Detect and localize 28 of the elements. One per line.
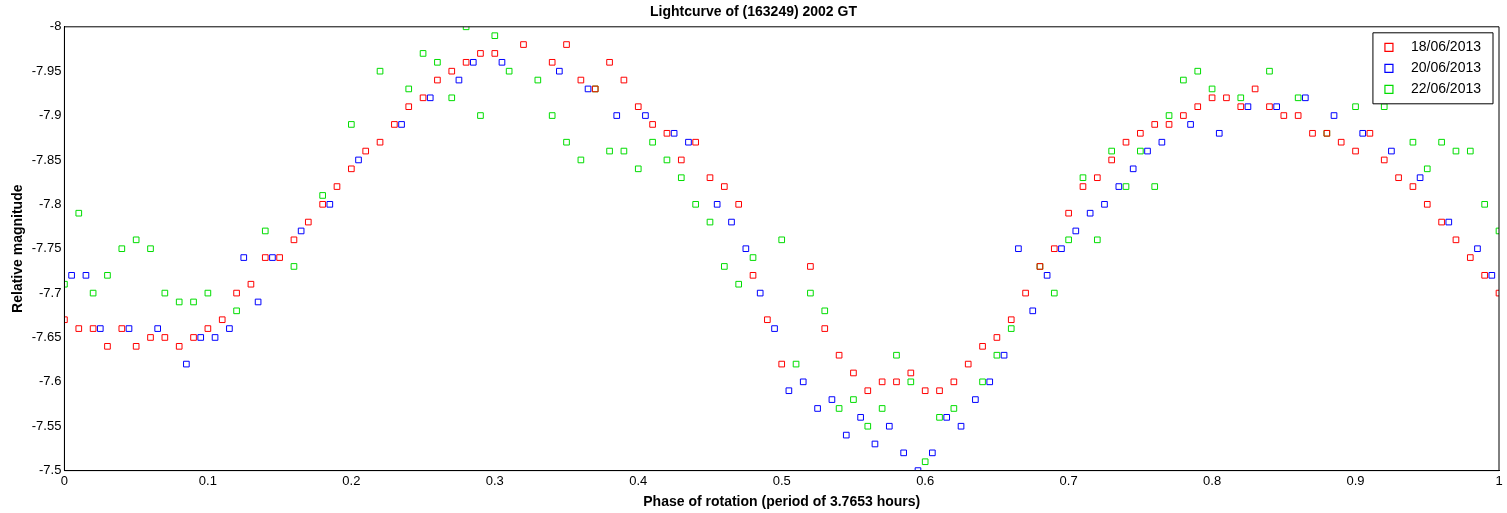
x-tick-label: 0.7	[1059, 472, 1078, 488]
y-axis-title: Relative magnitude	[9, 184, 26, 313]
x-tick-label: 0	[60, 472, 69, 488]
legend-label: 20/06/2013	[1410, 59, 1482, 76]
y-tick-label: -7.5	[39, 462, 62, 478]
x-tick-label: 0.4	[629, 472, 648, 488]
y-tick-label: -7.95	[31, 62, 62, 78]
y-tick-label: -7.85	[31, 151, 62, 167]
x-tick-label: 0.2	[342, 472, 361, 488]
legend-label: 22/06/2013	[1410, 80, 1482, 97]
x-tick-label: 0.8	[1203, 472, 1222, 488]
x-tick-label: 0.3	[485, 472, 504, 488]
x-axis-title: Phase of rotation (period of 3.7653 hours)	[643, 493, 921, 510]
y-tick-label: -7.9	[39, 107, 62, 123]
x-tick-label: 0.6	[916, 472, 935, 488]
x-tick-label: 0.1	[198, 472, 217, 488]
y-tick-label: -7.8	[39, 195, 62, 211]
y-tick-label: -7.65	[31, 329, 62, 345]
x-tick-label: 1	[1495, 472, 1503, 488]
y-tick-label: -8	[49, 18, 62, 34]
y-tick-label: -7.6	[39, 373, 62, 389]
x-tick-label: 0.9	[1346, 472, 1365, 488]
y-tick-label: -7.7	[39, 284, 62, 300]
legend-label: 18/06/2013	[1410, 38, 1482, 55]
x-tick-label: 0.5	[772, 472, 791, 488]
y-tick-label: -7.75	[31, 240, 62, 256]
chart-title: Lightcurve of (163249) 2002 GT	[650, 3, 858, 20]
y-tick-label: -7.55	[31, 417, 62, 433]
